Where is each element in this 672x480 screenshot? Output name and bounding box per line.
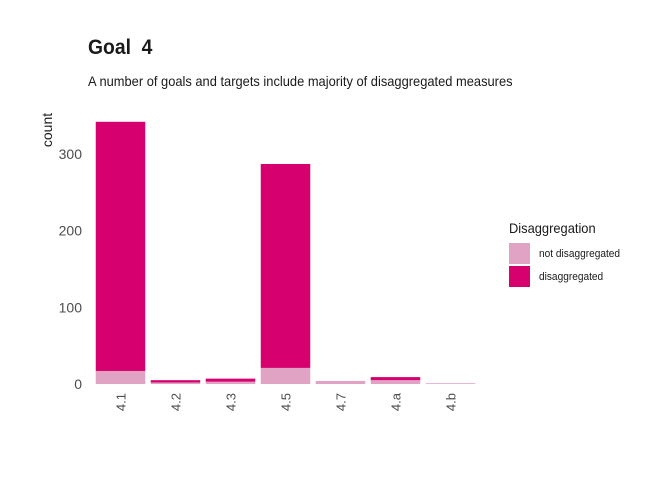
x-tick-label: 4.5 xyxy=(279,393,294,411)
x-tick-label: 4.2 xyxy=(169,393,184,411)
bar-4-5-disaggregated xyxy=(260,163,311,368)
x-tick-label: 4.1 xyxy=(114,393,129,411)
bar-4-3-disaggregated xyxy=(205,378,256,382)
x-tick-label: 4.7 xyxy=(334,393,349,411)
y-tick-label: 200 xyxy=(59,223,83,239)
chart-subtitle: A number of goals and targets include ma… xyxy=(88,73,513,89)
legend-label-disaggregated: disaggregated xyxy=(539,270,604,283)
chart-title: Goal 4 xyxy=(88,36,153,59)
bar-4-7-not-disaggregated xyxy=(315,380,366,384)
bar-4-1-not-disaggregated xyxy=(95,370,146,384)
y-tick-label: 100 xyxy=(59,299,83,315)
bar-4-2-disaggregated xyxy=(150,380,201,383)
legend-item-disaggregated: disaggregated xyxy=(509,265,627,288)
y-axis-label: count xyxy=(39,113,55,147)
x-tick-label: 4.b xyxy=(444,393,459,411)
bar-4-a-disaggregated xyxy=(370,377,421,381)
legend-swatch-not-disaggregated xyxy=(509,243,530,264)
legend-label-not-disaggregated: not disaggregated xyxy=(539,247,621,260)
y-tick-label: 0 xyxy=(74,376,82,392)
legend-title: Disaggregation xyxy=(509,220,596,236)
bar-4-1-disaggregated xyxy=(95,121,146,371)
bar-4-5-not-disaggregated xyxy=(260,367,311,384)
legend-item-not-disaggregated: not disaggregated xyxy=(509,242,627,265)
y-tick-label: 300 xyxy=(59,146,83,162)
bar-4-3-not-disaggregated xyxy=(205,381,256,384)
x-tick-label: 4.3 xyxy=(224,393,239,411)
bar-4-2-not-disaggregated xyxy=(150,382,201,384)
bar-4-a-not-disaggregated xyxy=(370,380,421,384)
legend: Disaggregation not disaggregated disaggr… xyxy=(509,220,627,288)
x-tick-label: 4.a xyxy=(389,392,404,411)
bar-4-b-not-disaggregated xyxy=(425,383,476,384)
legend-swatch-disaggregated xyxy=(509,266,530,287)
